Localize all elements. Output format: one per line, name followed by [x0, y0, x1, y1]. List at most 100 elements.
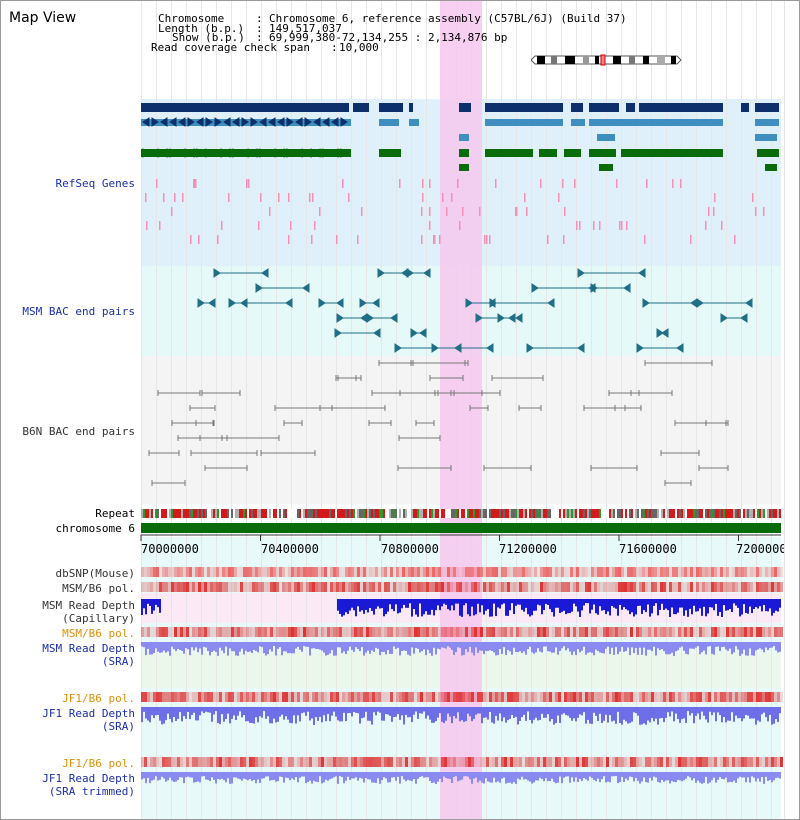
polymorphism-bin — [747, 567, 750, 577]
read-depth-bar — [779, 707, 781, 714]
read-depth-bar — [587, 642, 589, 653]
repeat-block — [141, 509, 143, 518]
polymorphism-bin — [600, 757, 603, 767]
polymorphism-bin — [480, 627, 483, 637]
read-depth-bar — [363, 772, 365, 783]
read-depth-bar — [509, 707, 511, 719]
read-depth-bar — [463, 642, 465, 655]
vertical-scrollbar[interactable] — [784, 1, 799, 819]
read-depth-bar — [725, 707, 727, 723]
track-label-msm-b6-pol-sra[interactable]: MSM/B6 pol. — [62, 627, 135, 640]
repeat-block — [161, 509, 163, 518]
read-depth-bar — [599, 772, 601, 783]
read-depth-bar — [463, 772, 465, 777]
read-depth-bar — [489, 707, 491, 713]
repeat-block — [465, 509, 467, 518]
repeat-block — [321, 509, 323, 518]
polymorphism-bin — [618, 627, 621, 637]
track-label-msm-bac-end-pairs[interactable]: MSM BAC end pairs — [22, 305, 135, 318]
strand-arrow — [259, 148, 267, 158]
read-depth-bar — [669, 707, 671, 717]
repeat-block — [603, 509, 605, 518]
polymorphism-bin — [516, 692, 519, 702]
polymorphism-bin — [312, 567, 315, 577]
repeat-block — [561, 509, 563, 518]
polymorphism-bin — [189, 757, 192, 767]
read-depth-bar — [501, 772, 503, 779]
track-label-b6n-bac-end-pairs[interactable]: B6N BAC end pairs — [22, 425, 135, 438]
bac-end-arrow — [336, 313, 344, 323]
track-label-repeat[interactable]: Repeat — [95, 507, 135, 520]
polymorphism-bin — [696, 757, 699, 767]
repeat-block — [731, 509, 733, 518]
read-depth-bar — [313, 707, 315, 725]
read-depth-bar — [235, 772, 237, 778]
track-label-refseq-genes[interactable]: RefSeq Genes — [55, 177, 135, 190]
refseq-pink-mark — [248, 179, 250, 188]
read-depth-bar — [767, 772, 769, 781]
refseq-pink-mark — [714, 193, 716, 202]
polymorphism-bin — [378, 757, 381, 767]
read-depth-bar — [237, 642, 239, 656]
polymorphism-bin — [726, 582, 729, 592]
repeat-block — [359, 509, 361, 518]
track-label-chromosome[interactable]: chromosome 6 — [55, 522, 135, 535]
polymorphism-bin — [525, 567, 528, 577]
polymorphism-bin — [780, 582, 783, 592]
read-depth-bar — [311, 642, 313, 649]
bac-end-arrow — [676, 343, 684, 353]
read-depth-bar — [621, 707, 623, 725]
polymorphism-bin — [675, 582, 678, 592]
polymorphism-bin — [273, 757, 276, 767]
bac-end-arrow — [465, 298, 473, 308]
polymorphism-bin — [720, 567, 723, 577]
polymorphism-bin — [207, 627, 210, 637]
read-depth-bar — [447, 599, 449, 610]
polymorphism-bin — [327, 627, 330, 637]
track-label-msm-depth-capillary[interactable]: MSM Read Depth — [42, 599, 135, 612]
read-depth-bar — [317, 642, 319, 649]
bac-end-arrow — [302, 283, 310, 293]
read-depth-bar — [595, 642, 597, 650]
track-label-jf1-b6-pol[interactable]: JF1/B6 pol. — [62, 692, 135, 705]
repeat-block — [189, 509, 191, 518]
polymorphism-bin — [294, 692, 297, 702]
repeat-block — [375, 509, 377, 518]
polymorphism-bin — [339, 627, 342, 637]
read-depth-bar — [389, 599, 391, 605]
polymorphism-bin — [432, 582, 435, 592]
chromosome-ideogram[interactable] — [531, 54, 683, 66]
refseq-pink-mark — [479, 207, 481, 216]
track-label-msm-b6-pol[interactable]: MSM/B6 pol. — [62, 582, 135, 595]
track-label-dbsnp[interactable]: dbSNP(Mouse) — [55, 567, 135, 580]
read-depth-bar — [437, 642, 439, 649]
read-depth-bar — [157, 707, 159, 715]
read-depth-bar — [155, 642, 157, 649]
read-depth-bar — [237, 707, 239, 716]
polymorphism-bin — [267, 692, 270, 702]
read-depth-bar — [469, 642, 471, 647]
read-depth-bar — [499, 772, 501, 783]
polymorphism-bin — [441, 757, 444, 767]
read-depth-bar — [259, 707, 261, 717]
repeat-block — [779, 509, 781, 518]
polymorphism-bin — [210, 582, 213, 592]
read-depth-bar — [415, 642, 417, 648]
read-depth-bar — [453, 599, 455, 611]
read-depth-bar — [391, 772, 393, 778]
track-label-jf1-depth-trimmed[interactable]: JF1 Read Depth — [42, 772, 135, 785]
repeat-block — [335, 509, 337, 518]
polymorphism-bin — [651, 692, 654, 702]
read-depth-bar — [309, 772, 311, 781]
polymorphism-bin — [579, 582, 582, 592]
track-label-jf1-b6-pol-2[interactable]: JF1/B6 pol. — [62, 757, 135, 770]
repeat-block — [709, 509, 711, 518]
polymorphism-bin — [384, 567, 387, 577]
track-label-msm-depth-sra[interactable]: MSM Read Depth — [42, 642, 135, 655]
read-depth-bar — [291, 707, 293, 724]
track-label-jf1-depth-sra[interactable]: JF1 Read Depth — [42, 707, 135, 720]
read-depth-bar — [687, 599, 689, 617]
polymorphism-bin — [585, 757, 588, 767]
read-depth-bar — [745, 599, 747, 613]
